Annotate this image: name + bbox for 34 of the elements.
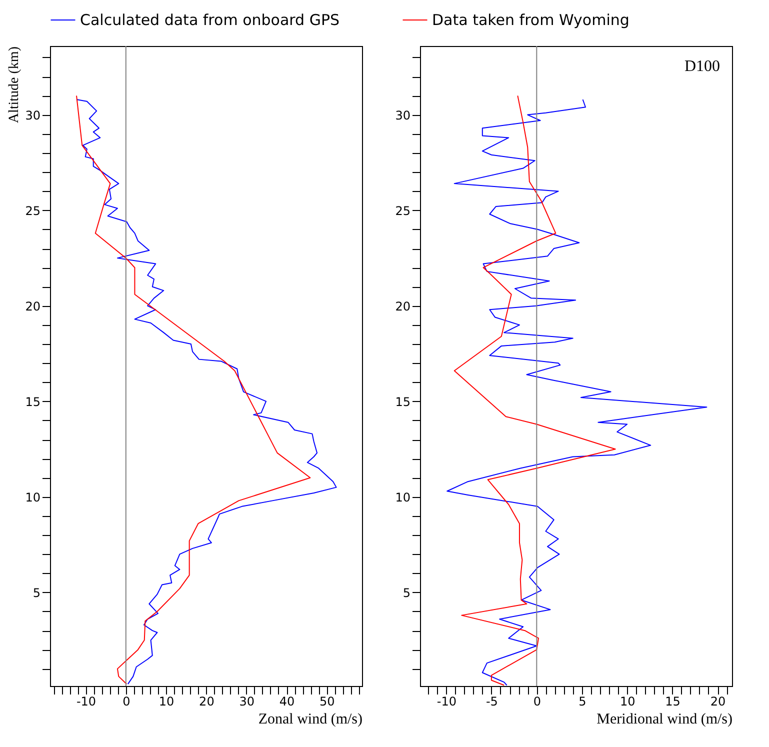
x-tick-label: 30 — [239, 694, 254, 708]
x-tick-label: 0 — [122, 694, 130, 708]
line-series — [446, 98, 708, 686]
y-tick-label: 15 — [25, 394, 40, 409]
y-tick-label: 5 — [32, 586, 40, 600]
legend-label: Data taken from Wyoming — [432, 11, 630, 29]
y-axis-title: Altitude (km) — [7, 46, 22, 124]
y-tick-label: 5 — [402, 586, 410, 600]
y-tick-label: 25 — [395, 204, 410, 218]
x-tick-label: 20 — [199, 694, 214, 708]
x-tick-label: -10 — [76, 694, 96, 708]
x-tick-label: 0 — [533, 694, 541, 708]
x-tick-label: 5 — [578, 694, 586, 708]
y-tick-label: 10 — [395, 490, 410, 504]
x-tick-label: 40 — [279, 694, 295, 708]
y-tick-label: 20 — [395, 299, 410, 314]
x-tick-label: 20 — [710, 694, 726, 708]
y-tick-label: 15 — [395, 394, 410, 409]
x-tick-label: 10 — [158, 694, 174, 708]
y-tick-label: 25 — [25, 204, 40, 218]
x-tick-label: -10 — [436, 694, 457, 708]
y-tick-label: 30 — [395, 108, 410, 122]
legend-label: Calculated data from onboard GPS — [80, 11, 340, 29]
y-tick-label: 30 — [25, 108, 40, 122]
y-tick-label: 10 — [25, 490, 40, 504]
annotation: D100 — [684, 58, 720, 75]
x-axis-title: Meridional wind (m/s) — [596, 712, 732, 728]
x-axis-title: Zonal wind (m/s) — [258, 712, 362, 728]
x-tick-label: 50 — [320, 694, 335, 708]
x-tick-label: -5 — [486, 694, 498, 708]
line-series — [454, 95, 616, 686]
x-tick-label: 10 — [620, 694, 636, 708]
x-tick-label: 15 — [665, 694, 680, 708]
y-tick-label: 20 — [25, 299, 40, 314]
